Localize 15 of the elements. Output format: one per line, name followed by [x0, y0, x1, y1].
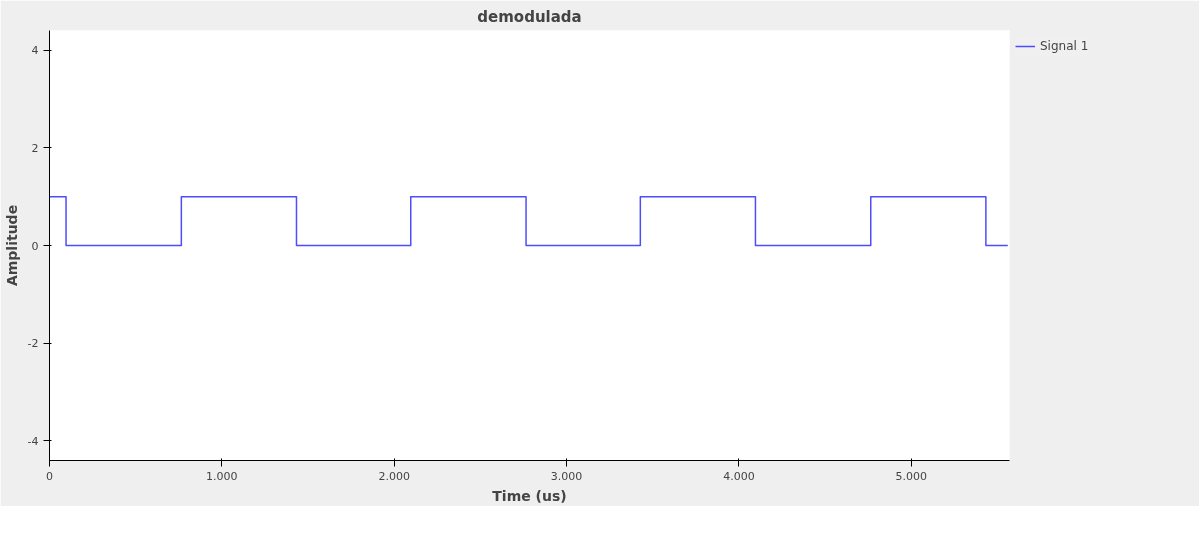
y-tick-label: 2 — [31, 141, 39, 155]
x-tick-label: 5.000 — [895, 469, 928, 483]
x-tick-label: 2.000 — [378, 469, 410, 483]
x-tick-label: 0 — [46, 469, 53, 483]
y-axis-title: Amplitude — [3, 204, 20, 287]
x-tick-label: 1.000 — [206, 469, 238, 483]
x-tick-label: 4.000 — [723, 469, 755, 483]
legend-label: Signal 1 — [1040, 39, 1089, 53]
y-tick-label: 0 — [31, 239, 39, 253]
x-axis-title: Time (us) — [492, 487, 567, 504]
chart-title: demodulada — [477, 7, 582, 26]
x-tick-label: 3.000 — [550, 469, 583, 483]
y-tick-label: 4 — [31, 44, 39, 58]
y-tick-label: -4 — [27, 434, 39, 448]
y-tick-label: -2 — [27, 337, 39, 351]
